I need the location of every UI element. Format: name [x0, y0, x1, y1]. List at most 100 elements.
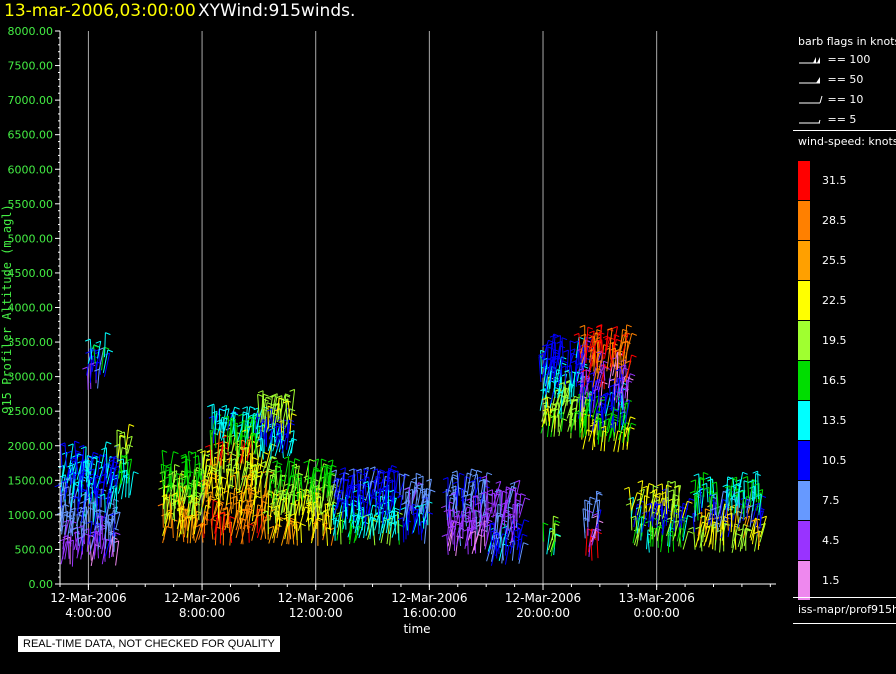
wind-barb-flag [488, 522, 495, 526]
wind-barb [361, 507, 365, 527]
colorbar-label: 10.5 [822, 454, 847, 467]
wind-barb-flag [267, 405, 274, 409]
wind-barb [279, 465, 283, 487]
wind-barb-flag [574, 410, 580, 414]
wind-barb [592, 419, 596, 447]
wind-barb [86, 528, 90, 552]
wind-barb [231, 466, 234, 489]
wind-barb-flag [480, 491, 487, 495]
wind-barb [726, 508, 729, 531]
wind-barb [670, 494, 674, 516]
wind-barb [246, 492, 251, 515]
wind-barb-flag [614, 334, 620, 338]
wind-barb [661, 509, 668, 534]
colorbar-cell [798, 161, 810, 200]
wind-barb-flag [589, 345, 595, 349]
wind-barb [583, 339, 587, 367]
wind-barb [265, 456, 273, 480]
wind-barb-flag [78, 444, 85, 448]
wind-barb [300, 474, 304, 501]
wind-barb [336, 511, 343, 535]
wind-barb-flag [751, 518, 758, 522]
wind-barb [210, 469, 213, 491]
wind-barb-flag [502, 525, 508, 529]
wind-barb-flag [108, 456, 114, 460]
wind-barb-flag [213, 497, 219, 501]
wind-barb [260, 461, 267, 480]
wind-barb [185, 471, 191, 493]
wind-barb [585, 528, 588, 556]
wind-barb [286, 422, 291, 450]
wind-barb [419, 493, 425, 513]
wind-barb-flag [115, 532, 121, 536]
wind-barb-flag [505, 487, 511, 491]
wind-barb [463, 472, 468, 498]
wind-barb-flag [544, 366, 550, 370]
wind-barb-flag [451, 470, 458, 474]
wind-barb-flag [404, 487, 410, 491]
wind-barb [472, 495, 474, 522]
wind-barb-flag [540, 388, 546, 392]
wind-barb [244, 406, 248, 434]
colorbar-label: 19.5 [822, 334, 847, 347]
wind-barb-flag [626, 324, 632, 328]
wind-barb [255, 413, 259, 434]
barb-cluster [542, 515, 561, 557]
wind-barb [517, 519, 525, 542]
wind-barb-flag [543, 522, 549, 526]
wind-barb [185, 454, 188, 482]
wind-barb-flag [200, 478, 207, 482]
wind-barb-flag [257, 513, 264, 517]
wind-barb [652, 489, 658, 509]
barb-cluster [480, 475, 531, 566]
wind-barb-flag [707, 478, 713, 482]
wind-barb-flag [629, 373, 636, 377]
x-tick-label-time: 12:00:00 [289, 606, 343, 620]
wind-barb-flag [412, 503, 418, 507]
wind-barb-flag [703, 486, 710, 490]
wind-barb [234, 419, 237, 445]
wind-barb [199, 493, 205, 516]
wind-barb [373, 476, 377, 496]
wind-barb-flag [459, 472, 465, 476]
wind-barb [252, 407, 260, 427]
wind-barb-flag [411, 512, 418, 516]
wind-barb-flag [442, 477, 449, 480]
y-tick-label: 6500.00 [8, 129, 54, 142]
wind-barb-flag [523, 542, 529, 546]
wind-barb-flag [472, 495, 478, 498]
wind-barb [306, 503, 313, 523]
wind-barb-flag [695, 526, 701, 530]
wind-barb [385, 515, 391, 534]
wind-barb [345, 486, 349, 507]
wind-barb [482, 515, 488, 537]
wind-barb-flag [103, 538, 109, 541]
wind-barb [235, 423, 238, 451]
wind-barb [77, 484, 84, 510]
wind-barb [610, 383, 615, 406]
wind-barb-flag [161, 494, 167, 497]
wind-barb [622, 391, 625, 413]
wind-barb-flag [497, 513, 503, 517]
wind-barb-flag [257, 390, 264, 394]
wind-barb-flag [174, 464, 180, 467]
wind-barb [257, 394, 260, 418]
wind-barb [580, 372, 584, 393]
wind-barb [186, 455, 189, 477]
wind-barb-flag [336, 511, 343, 515]
wind-barb [612, 342, 614, 365]
wind-barb-flag [731, 494, 737, 498]
wind-barb-flag [493, 532, 499, 536]
wind-barb-flag [127, 435, 133, 439]
wind-barb-flag [289, 490, 295, 494]
wind-barb-flag [93, 451, 99, 455]
wind-barb [72, 511, 74, 537]
wind-barb [95, 501, 99, 528]
wind-barb [473, 531, 476, 551]
wind-barb [363, 501, 367, 527]
wind-barb [267, 469, 275, 494]
wind-barb-flag [251, 470, 257, 473]
wind-barb [321, 466, 326, 493]
wind-barb [102, 465, 107, 488]
wind-barb [446, 497, 451, 521]
